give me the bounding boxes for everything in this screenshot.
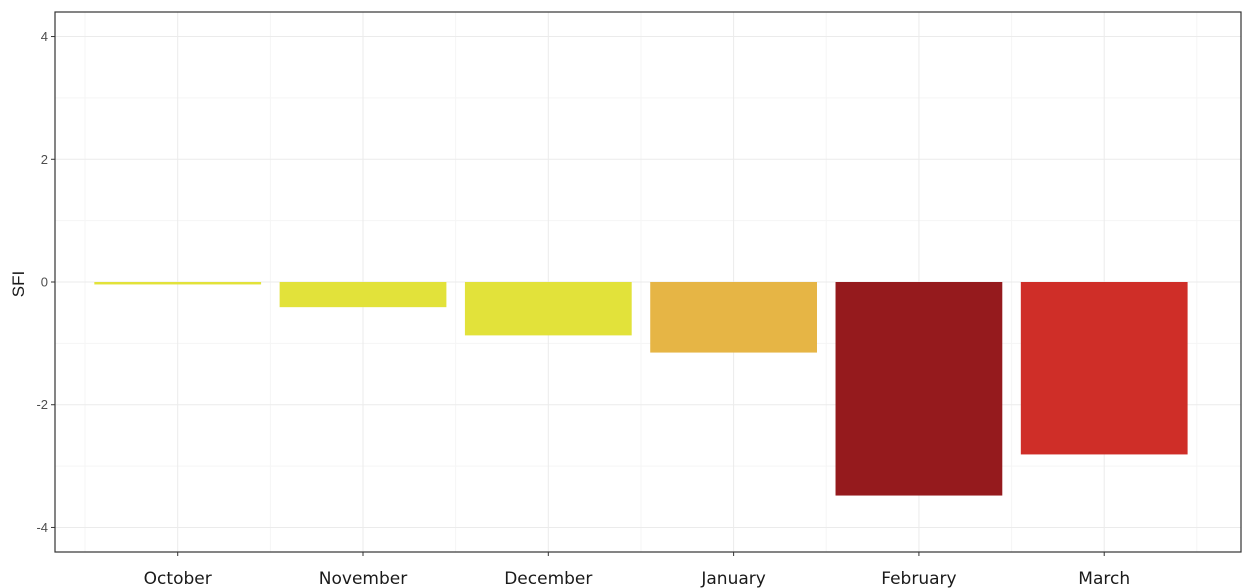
bar-february [835,282,1003,496]
bar-december [464,282,632,336]
y-tick-label: 2 [41,152,48,167]
bars-layer [94,282,1188,496]
x-tick-label: February [881,569,956,588]
x-tick-label: December [504,569,592,588]
y-axis-title: SFI [9,271,28,297]
y-tick-label: 0 [41,275,48,290]
bar-november [279,282,447,308]
x-tick-label: November [319,569,407,588]
bar-march [1020,282,1188,455]
x-tick-label: October [144,569,212,588]
bar-october [94,282,262,285]
bar-january [650,282,817,353]
y-tick-label: -4 [36,520,48,535]
x-axis: October November December January February Ma… [144,552,1130,588]
x-tick-label: January [700,569,765,588]
y-tick-label: -2 [36,397,48,412]
y-tick-label: 4 [41,29,48,44]
y-axis: -4 -2 0 2 4 [36,29,55,535]
x-tick-label: March [1078,569,1130,588]
